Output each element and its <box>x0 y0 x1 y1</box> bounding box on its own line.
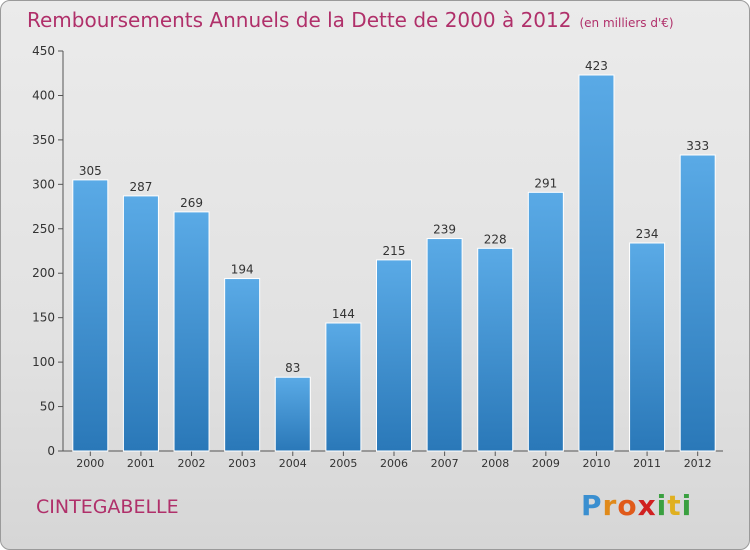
bar-2009 <box>527 191 564 452</box>
bar-value-label: 215 <box>383 244 406 258</box>
y-tick-label: 200 <box>32 266 55 280</box>
logo-letter: r <box>602 489 618 522</box>
y-tick-label: 250 <box>32 222 55 236</box>
x-tick-label: 2010 <box>582 457 610 470</box>
logo-letter: t <box>667 489 682 522</box>
bar-2005 <box>325 322 362 452</box>
bar-value-label: 144 <box>332 307 355 321</box>
bar-value-label: 83 <box>285 361 300 375</box>
bar-value-label: 291 <box>534 176 557 190</box>
logo-letter: o <box>617 489 638 522</box>
x-tick-label: 2004 <box>279 457 307 470</box>
proxiti-logo: Proxiti <box>581 489 692 522</box>
bar-2011 <box>629 242 666 452</box>
x-tick-label: 2007 <box>431 457 459 470</box>
y-tick-label: 150 <box>32 311 55 325</box>
bar-2003 <box>224 278 261 452</box>
bar-2010 <box>578 74 615 452</box>
bar-2001 <box>122 195 159 452</box>
bar-value-label: 305 <box>79 164 102 178</box>
logo-letter: i <box>681 489 693 522</box>
logo-letter: x <box>637 489 657 522</box>
y-tick-label: 0 <box>47 444 55 458</box>
bar-2002 <box>173 211 210 452</box>
bar-2000 <box>72 179 109 452</box>
x-tick-label: 2008 <box>481 457 509 470</box>
y-tick-label: 400 <box>32 88 55 102</box>
bar-2007 <box>426 238 463 452</box>
bar-2012 <box>679 154 716 452</box>
commune-name: CINTEGABELLE <box>36 496 179 518</box>
bar-value-label: 269 <box>180 196 203 210</box>
bar-value-label: 423 <box>585 59 608 73</box>
x-tick-label: 2002 <box>178 457 206 470</box>
bar-value-label: 234 <box>636 227 659 241</box>
chart-title-text: Remboursements Annuels de la Dette de 20… <box>27 8 572 32</box>
x-tick-label: 2001 <box>127 457 155 470</box>
y-tick-label: 50 <box>40 400 55 414</box>
y-tick-label: 100 <box>32 355 55 369</box>
bar-value-label: 194 <box>231 263 254 277</box>
y-tick-label: 300 <box>32 177 55 191</box>
bar-value-label: 287 <box>129 180 152 194</box>
x-tick-label: 2006 <box>380 457 408 470</box>
chart-unit: (en milliers d'€) <box>579 16 674 30</box>
bar-2008 <box>477 247 514 452</box>
x-tick-label: 2003 <box>228 457 256 470</box>
bar-value-label: 228 <box>484 232 507 246</box>
bar-2004 <box>274 376 311 452</box>
x-tick-label: 2012 <box>684 457 712 470</box>
chart-title: Remboursements Annuels de la Dette de 20… <box>27 8 674 32</box>
x-tick-label: 2011 <box>633 457 661 470</box>
y-tick-label: 450 <box>32 44 55 58</box>
x-tick-label: 2005 <box>329 457 357 470</box>
logo-letter: P <box>581 489 603 522</box>
y-tick-label: 350 <box>32 133 55 147</box>
x-tick-label: 2009 <box>532 457 560 470</box>
bar-value-label: 239 <box>433 223 456 237</box>
bar-value-label: 333 <box>686 139 709 153</box>
logo-letter: i <box>656 489 668 522</box>
x-tick-label: 2000 <box>76 457 104 470</box>
bar-2006 <box>376 259 412 452</box>
